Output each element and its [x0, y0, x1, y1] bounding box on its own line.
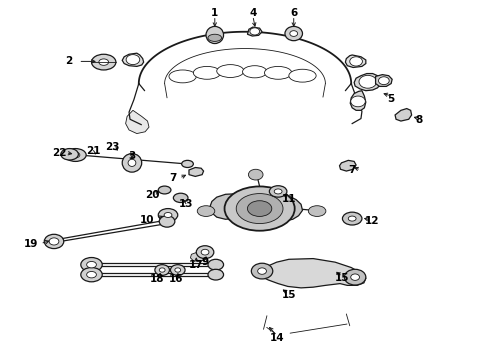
Polygon shape	[122, 53, 144, 66]
Text: 14: 14	[270, 333, 284, 343]
Ellipse shape	[169, 70, 196, 83]
Ellipse shape	[164, 212, 172, 217]
Polygon shape	[189, 167, 203, 176]
Text: 21: 21	[86, 146, 100, 156]
Polygon shape	[354, 73, 380, 91]
Polygon shape	[345, 55, 366, 67]
Ellipse shape	[206, 26, 223, 44]
Ellipse shape	[308, 206, 326, 216]
Ellipse shape	[217, 64, 244, 77]
Ellipse shape	[92, 54, 116, 70]
Ellipse shape	[87, 271, 97, 278]
Ellipse shape	[175, 268, 181, 272]
Text: 7: 7	[169, 173, 176, 183]
Ellipse shape	[173, 193, 188, 203]
Ellipse shape	[258, 268, 267, 274]
Ellipse shape	[171, 265, 185, 275]
Ellipse shape	[350, 57, 363, 66]
Ellipse shape	[344, 269, 366, 285]
Polygon shape	[340, 160, 356, 171]
Text: 8: 8	[416, 115, 423, 125]
Text: 1: 1	[211, 8, 219, 18]
Polygon shape	[210, 193, 302, 225]
Ellipse shape	[196, 246, 214, 258]
Ellipse shape	[197, 206, 215, 216]
Polygon shape	[375, 75, 392, 86]
Ellipse shape	[359, 75, 376, 88]
Text: 20: 20	[145, 190, 160, 200]
Text: 18: 18	[150, 274, 165, 284]
Ellipse shape	[289, 69, 316, 82]
Text: 23: 23	[105, 142, 120, 152]
Ellipse shape	[265, 66, 292, 79]
Ellipse shape	[159, 268, 165, 272]
Ellipse shape	[208, 269, 223, 280]
Ellipse shape	[208, 34, 221, 41]
Text: 2: 2	[65, 57, 72, 66]
Ellipse shape	[158, 208, 178, 221]
Text: 7: 7	[348, 165, 356, 175]
Ellipse shape	[378, 77, 389, 85]
Ellipse shape	[348, 216, 356, 221]
Text: 10: 10	[139, 215, 154, 225]
Ellipse shape	[126, 55, 140, 64]
Ellipse shape	[71, 152, 80, 158]
Ellipse shape	[224, 186, 294, 231]
Ellipse shape	[236, 194, 283, 224]
Ellipse shape	[122, 154, 142, 172]
Text: 9: 9	[201, 257, 209, 267]
Ellipse shape	[65, 149, 86, 161]
Polygon shape	[395, 109, 412, 121]
Ellipse shape	[44, 234, 64, 249]
Polygon shape	[191, 252, 207, 261]
Ellipse shape	[250, 28, 260, 35]
Ellipse shape	[270, 186, 287, 197]
Text: 16: 16	[169, 274, 183, 284]
Ellipse shape	[81, 257, 102, 272]
Text: 15: 15	[282, 290, 296, 300]
Ellipse shape	[343, 212, 362, 225]
Ellipse shape	[243, 66, 267, 78]
Polygon shape	[247, 27, 262, 36]
Ellipse shape	[128, 159, 136, 166]
Text: 22: 22	[51, 148, 66, 158]
Ellipse shape	[87, 261, 97, 268]
Ellipse shape	[208, 259, 223, 270]
Ellipse shape	[81, 267, 102, 282]
Ellipse shape	[158, 186, 171, 194]
Ellipse shape	[290, 31, 297, 36]
Ellipse shape	[248, 169, 263, 180]
Text: 17: 17	[189, 260, 203, 270]
Text: 12: 12	[365, 216, 379, 226]
Ellipse shape	[351, 96, 366, 107]
Polygon shape	[259, 258, 366, 288]
Text: 4: 4	[249, 8, 256, 18]
Text: 13: 13	[179, 199, 194, 209]
Ellipse shape	[201, 249, 209, 255]
Text: 5: 5	[388, 94, 395, 104]
Ellipse shape	[274, 189, 282, 194]
Polygon shape	[350, 91, 366, 111]
Text: 15: 15	[335, 273, 350, 283]
Ellipse shape	[49, 238, 59, 245]
Ellipse shape	[285, 26, 302, 41]
Ellipse shape	[251, 263, 273, 279]
Polygon shape	[125, 111, 149, 134]
Ellipse shape	[194, 66, 220, 79]
Text: 3: 3	[128, 151, 136, 161]
Ellipse shape	[351, 274, 360, 280]
Ellipse shape	[182, 160, 194, 167]
Ellipse shape	[247, 201, 272, 216]
Text: 19: 19	[24, 239, 38, 249]
Ellipse shape	[99, 59, 109, 65]
Ellipse shape	[61, 149, 78, 160]
Ellipse shape	[155, 265, 170, 275]
Ellipse shape	[159, 216, 175, 227]
Text: 11: 11	[282, 194, 296, 203]
Text: 6: 6	[290, 8, 297, 18]
